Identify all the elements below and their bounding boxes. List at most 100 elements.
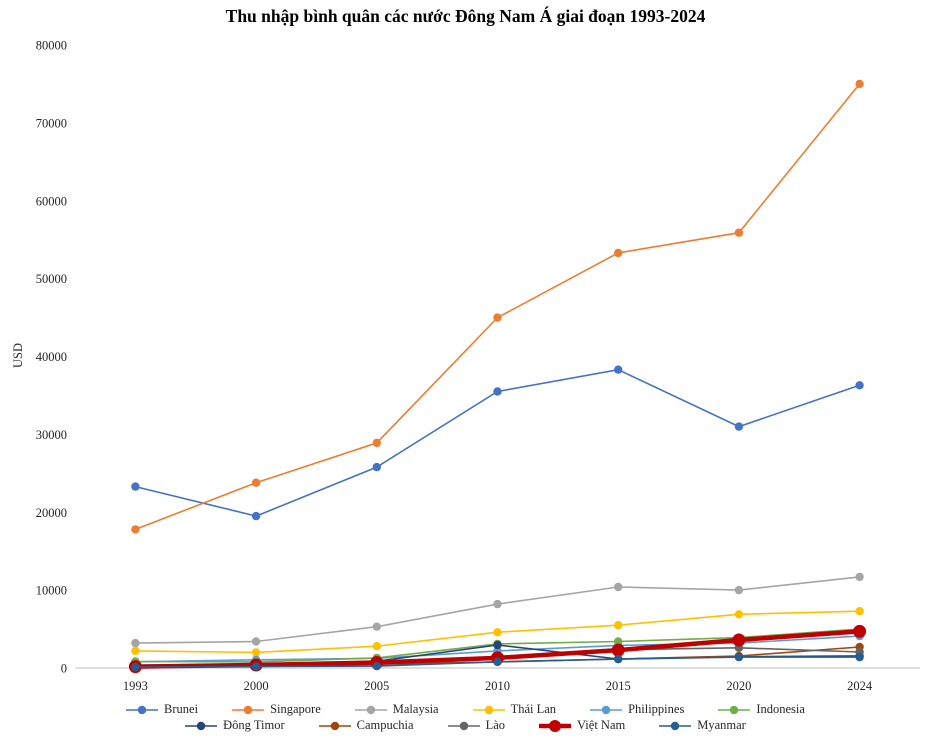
legend-marker-icon (472, 705, 505, 714)
data-point-marker (493, 657, 502, 666)
x-tick-label: 2020 (726, 679, 751, 693)
legend-item-Singapore: Singapore (232, 702, 321, 717)
data-point-marker (372, 462, 381, 472)
y-tick-label: 20000 (36, 506, 67, 520)
data-point-marker (131, 525, 140, 534)
legend-label: Lào (485, 718, 506, 732)
data-point-marker (855, 607, 864, 616)
x-tick-label: 2000 (244, 679, 269, 693)
series-Malaysia (131, 572, 864, 648)
legend-item-Lào: Lào (447, 718, 506, 733)
legend-item-Myanmar: Myanmar (659, 718, 746, 733)
data-point-marker (251, 637, 261, 646)
legend-marker-icon (185, 721, 218, 730)
y-tick-label: 60000 (36, 194, 67, 208)
data-point-marker (493, 387, 502, 396)
legend-row-2: Đông Timor Campuchia Lào Việt Nam Myanmar (185, 718, 746, 733)
legend-item-Việt Nam: Việt Nam (539, 718, 625, 733)
legend-label: Philippines (628, 702, 685, 716)
x-tick-label: 2015 (606, 679, 631, 693)
data-point-marker (614, 365, 623, 374)
data-point-marker (372, 622, 381, 631)
data-point-marker (734, 610, 744, 619)
legend-label: Malaysia (392, 702, 439, 716)
data-point-marker (131, 662, 140, 672)
legend-marker-icon (590, 705, 623, 714)
data-point-marker (611, 643, 625, 657)
legend-marker-icon (318, 721, 351, 730)
legend-label: Campuchia (356, 718, 414, 732)
y-tick-label: 0 (61, 662, 67, 676)
data-point-marker (614, 582, 623, 592)
data-point-marker (131, 638, 140, 648)
legend-item-Thái Lan: Thái Lan (472, 702, 557, 717)
series-Thái Lan (131, 607, 864, 657)
legend-item-Malaysia: Malaysia (354, 702, 439, 717)
data-point-marker (614, 654, 623, 664)
legend-label: Thái Lan (510, 702, 557, 716)
series-Singapore (131, 79, 864, 534)
y-tick-label: 40000 (36, 350, 67, 364)
y-tick-label: 50000 (36, 272, 67, 286)
legend-marker-icon (539, 719, 572, 732)
data-point-marker (614, 637, 623, 646)
legend-label: Brunei (164, 702, 199, 716)
y-tick-label: 10000 (36, 584, 67, 598)
data-point-marker (734, 422, 744, 431)
data-point-marker (251, 648, 261, 657)
data-point-marker (855, 381, 864, 390)
data-point-marker (493, 628, 502, 637)
data-point-marker (493, 313, 502, 322)
data-point-marker (372, 661, 381, 671)
legend-label: Đông Timor (223, 718, 285, 732)
legend-item-Campuchia: Campuchia (318, 718, 414, 733)
y-tick-label: 70000 (36, 116, 67, 130)
line-chart-plot-area: 0 10000 20000 30000 40000 50000 60000 70000 8000… (36, 39, 920, 693)
data-point-marker (855, 572, 864, 582)
data-point-marker (855, 79, 864, 89)
data-point-marker (734, 228, 744, 237)
legend-label: Myanmar (697, 718, 746, 732)
data-point-marker (131, 482, 140, 491)
data-point-marker (734, 585, 744, 595)
legend-label: Indonesia (756, 702, 805, 716)
chart-legend: Brunei Singapore Malaysia Thái Lan Philippin… (0, 702, 931, 733)
y-tick-label: 80000 (36, 39, 67, 53)
legend-label: Việt Nam (577, 718, 626, 732)
chart-title: Thu nhập bình quân các nước Đông Nam Á g… (225, 6, 706, 26)
legend-marker-icon (447, 721, 480, 730)
data-point-marker (372, 438, 381, 448)
legend-marker-icon (232, 705, 265, 714)
legend-label: Singapore (270, 702, 321, 716)
legend-item-Brunei: Brunei (126, 702, 198, 717)
series-Brunei (131, 365, 864, 521)
legend-item-Indonesia: Indonesia (718, 702, 805, 717)
data-point-marker (251, 511, 261, 521)
data-point-marker (855, 652, 864, 662)
data-point-marker (251, 478, 261, 487)
legend-row-1: Brunei Singapore Malaysia Thái Lan Philippin… (126, 702, 805, 717)
x-tick-label: 2005 (364, 679, 389, 693)
series-Myanmar (131, 652, 864, 672)
legend-marker-icon (718, 705, 751, 714)
data-point-marker (614, 621, 623, 630)
y-tick-label: 30000 (36, 428, 67, 442)
data-point-marker (853, 624, 867, 638)
legend-item-Philippines: Philippines (590, 702, 684, 717)
data-point-marker (493, 599, 502, 609)
data-point-marker (493, 640, 502, 650)
data-point-marker (372, 642, 381, 651)
series-line (135, 83, 861, 531)
data-point-marker (251, 662, 261, 671)
data-point-marker (732, 633, 746, 647)
data-point-marker (131, 646, 140, 656)
data-point-marker (614, 248, 623, 258)
data-point-marker (734, 652, 744, 662)
legend-item-Đông Timor: Đông Timor (185, 718, 285, 733)
legend-marker-icon (354, 705, 387, 714)
x-tick-label: 2024 (847, 679, 873, 693)
legend-marker-icon (659, 721, 692, 730)
x-tick-label: 2010 (485, 679, 510, 693)
legend-marker-icon (126, 705, 159, 714)
x-tick-label: 1993 (123, 679, 148, 693)
